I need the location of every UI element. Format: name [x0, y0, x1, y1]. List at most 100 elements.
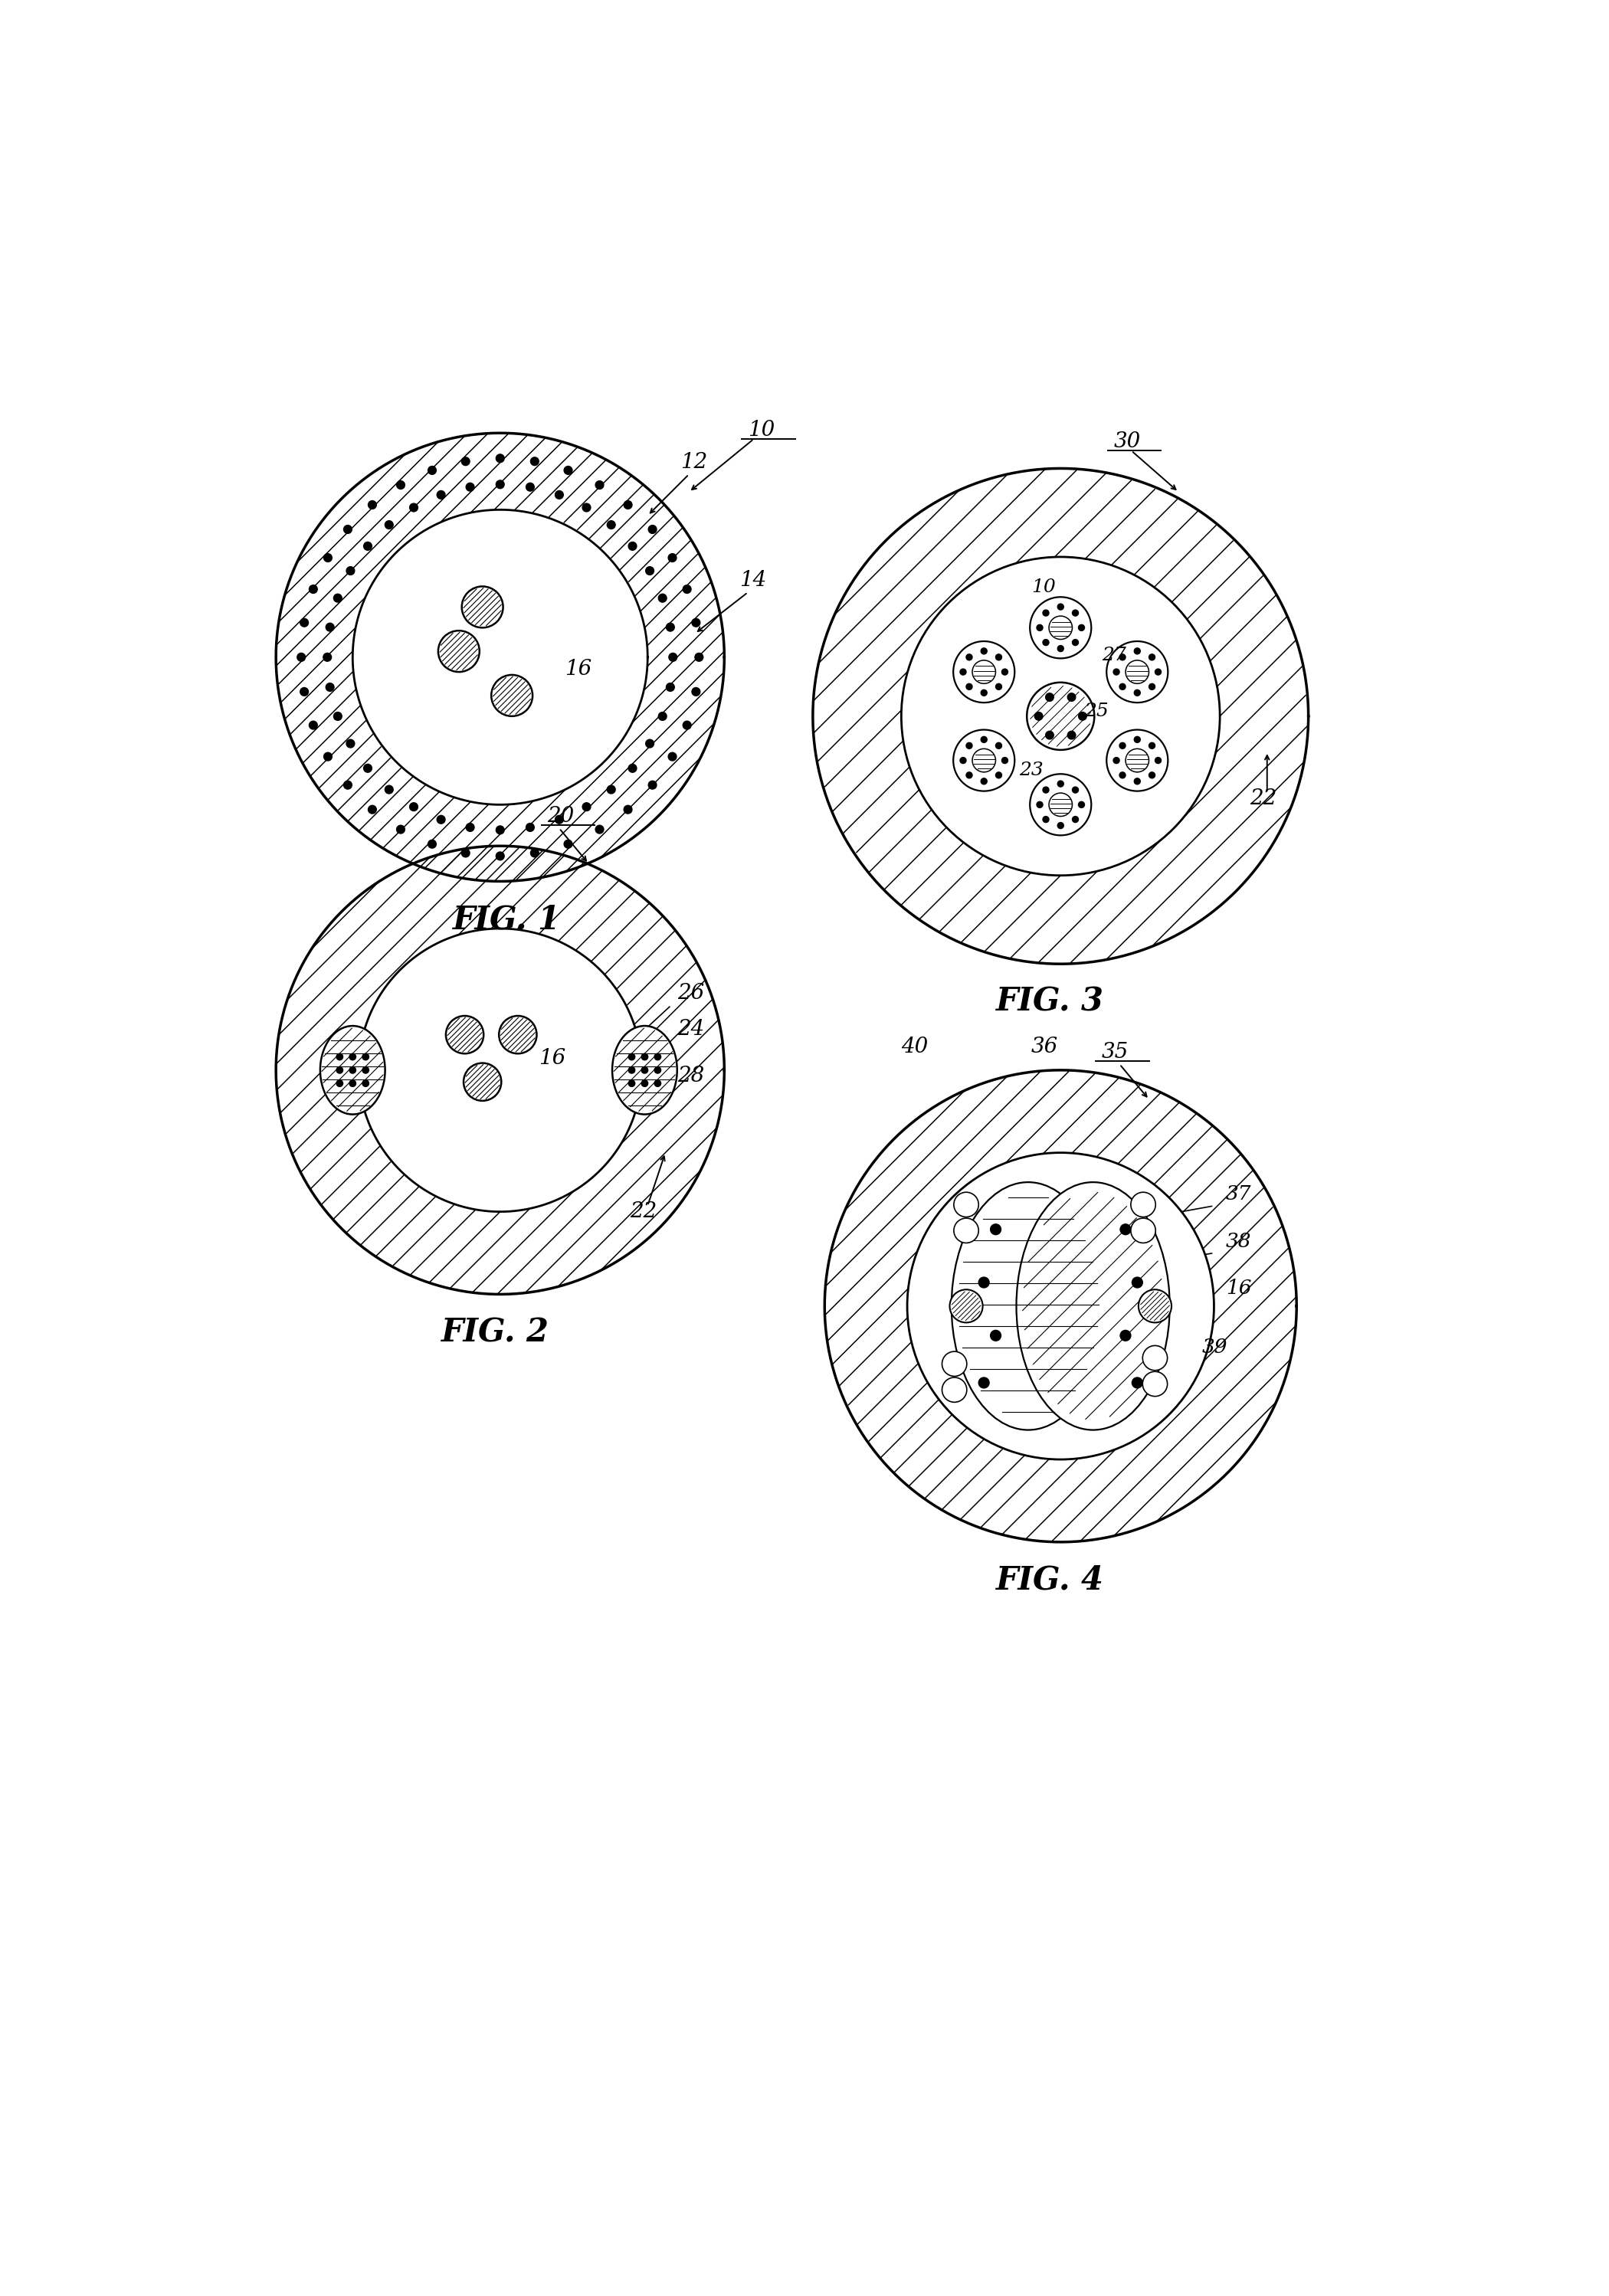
Text: 16: 16: [565, 659, 592, 680]
Circle shape: [385, 521, 393, 528]
Circle shape: [965, 742, 972, 748]
Circle shape: [531, 457, 539, 466]
Circle shape: [1035, 712, 1043, 721]
Circle shape: [996, 654, 1002, 661]
Circle shape: [396, 824, 405, 833]
Circle shape: [1043, 611, 1049, 615]
Circle shape: [526, 482, 534, 491]
Circle shape: [333, 595, 341, 602]
Text: 38: 38: [1226, 1231, 1252, 1251]
Circle shape: [961, 758, 965, 765]
Circle shape: [1120, 771, 1126, 778]
Circle shape: [1120, 654, 1126, 661]
Text: 14: 14: [739, 569, 766, 590]
Circle shape: [309, 585, 317, 592]
Circle shape: [336, 1054, 343, 1061]
Circle shape: [327, 622, 335, 631]
Circle shape: [463, 1063, 502, 1100]
Circle shape: [1120, 1329, 1131, 1341]
Text: 27: 27: [1102, 647, 1126, 664]
Circle shape: [642, 1068, 648, 1072]
Circle shape: [1107, 730, 1168, 792]
Circle shape: [438, 631, 479, 673]
Circle shape: [624, 501, 632, 510]
Circle shape: [362, 1054, 368, 1061]
Circle shape: [645, 567, 653, 574]
Text: 20: 20: [547, 806, 574, 827]
Circle shape: [978, 1277, 990, 1288]
Circle shape: [1046, 693, 1054, 700]
Circle shape: [1057, 822, 1064, 829]
Circle shape: [1036, 801, 1043, 808]
Circle shape: [941, 1352, 967, 1375]
Text: 30: 30: [1113, 432, 1141, 452]
Circle shape: [1046, 730, 1054, 739]
Circle shape: [1120, 1224, 1131, 1235]
Circle shape: [346, 739, 354, 748]
Circle shape: [1072, 638, 1078, 645]
Circle shape: [491, 675, 533, 716]
Circle shape: [1126, 661, 1149, 684]
Circle shape: [1057, 645, 1064, 652]
Circle shape: [1067, 693, 1075, 700]
Circle shape: [1072, 817, 1078, 822]
Text: 10: 10: [748, 420, 776, 441]
Circle shape: [362, 1068, 368, 1072]
Circle shape: [813, 468, 1308, 964]
Text: 35: 35: [1102, 1042, 1130, 1063]
Circle shape: [323, 652, 331, 661]
Circle shape: [991, 1224, 1001, 1235]
Circle shape: [1113, 668, 1120, 675]
Circle shape: [301, 618, 309, 627]
Circle shape: [695, 652, 703, 661]
Circle shape: [309, 721, 317, 730]
Circle shape: [981, 737, 986, 742]
Ellipse shape: [951, 1182, 1105, 1430]
Circle shape: [496, 455, 504, 461]
Text: 25: 25: [1084, 703, 1109, 721]
Text: 16: 16: [539, 1047, 565, 1070]
Circle shape: [996, 771, 1002, 778]
Text: 39: 39: [1202, 1339, 1228, 1357]
Circle shape: [607, 521, 615, 528]
Circle shape: [907, 1153, 1215, 1460]
Circle shape: [965, 654, 972, 661]
Circle shape: [607, 785, 615, 794]
Circle shape: [668, 553, 676, 563]
Circle shape: [824, 1070, 1297, 1543]
Circle shape: [1107, 641, 1168, 703]
Circle shape: [364, 542, 372, 551]
Circle shape: [496, 480, 504, 489]
Circle shape: [333, 712, 341, 721]
Text: 22: 22: [1249, 788, 1276, 808]
Circle shape: [655, 1079, 661, 1086]
Circle shape: [949, 1290, 983, 1322]
Circle shape: [1142, 1345, 1168, 1371]
Circle shape: [277, 845, 724, 1295]
Circle shape: [953, 730, 1015, 792]
Circle shape: [565, 840, 573, 847]
Text: FIG. 2: FIG. 2: [441, 1316, 549, 1348]
Circle shape: [1043, 788, 1049, 792]
Circle shape: [972, 661, 996, 684]
Text: 36: 36: [1031, 1035, 1059, 1056]
Circle shape: [446, 1015, 484, 1054]
Circle shape: [996, 742, 1002, 748]
Circle shape: [1043, 817, 1049, 822]
Circle shape: [1027, 682, 1094, 751]
Circle shape: [996, 684, 1002, 689]
Circle shape: [954, 1192, 978, 1217]
Text: 22: 22: [631, 1201, 656, 1221]
Circle shape: [582, 503, 591, 512]
Circle shape: [1133, 1277, 1142, 1288]
Circle shape: [981, 689, 986, 696]
Circle shape: [629, 1079, 636, 1086]
Circle shape: [362, 1079, 368, 1086]
Circle shape: [642, 1079, 648, 1086]
Circle shape: [648, 781, 656, 790]
Circle shape: [364, 765, 372, 771]
Circle shape: [965, 684, 972, 689]
Text: 23: 23: [1020, 762, 1044, 778]
Text: 26: 26: [677, 983, 705, 1003]
Circle shape: [901, 558, 1220, 875]
